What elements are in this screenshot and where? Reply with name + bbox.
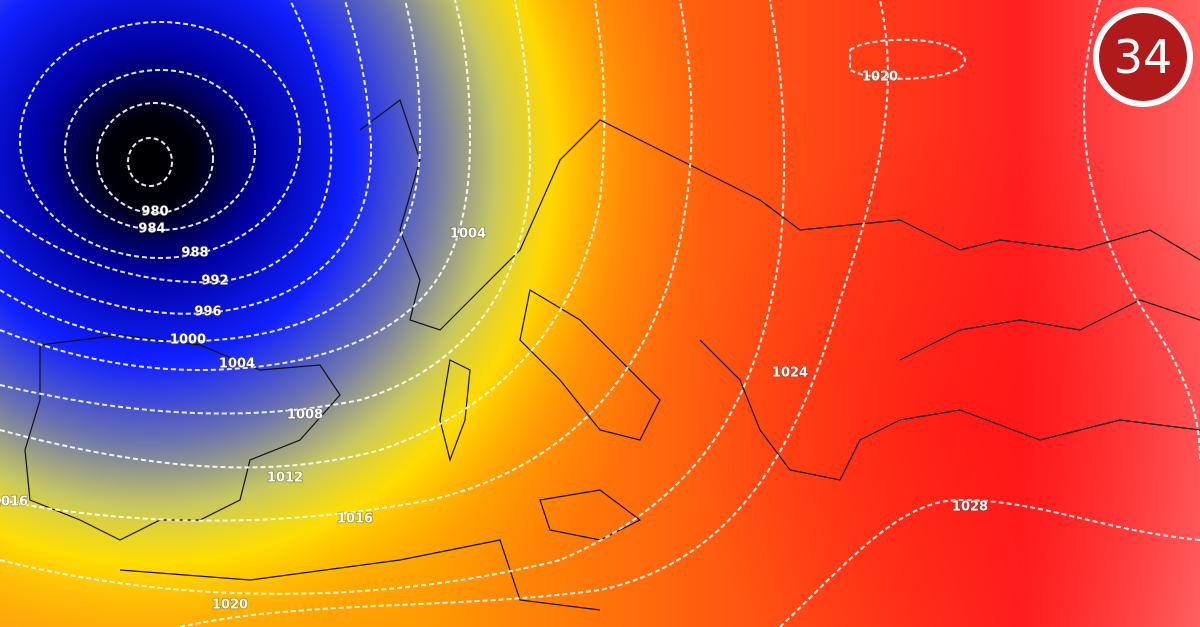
isobar-label: 1020 xyxy=(862,70,898,85)
isobar-label: 1000 xyxy=(170,333,206,348)
isobar-label: 1016 xyxy=(0,495,28,510)
isobar-labels: 980 984 988 992 996 1000 1004 1004 1008 1012 1016 1… xyxy=(0,69,989,614)
isobar-label: 1012 xyxy=(267,471,303,486)
isobar-label: 1028 xyxy=(952,500,988,515)
logo-disc xyxy=(1099,13,1187,101)
isobar-label: 1004 xyxy=(450,227,486,242)
logo: 34 xyxy=(1093,7,1193,107)
isobar-label: 1020 xyxy=(212,598,248,613)
isobar-label: 1008 xyxy=(287,408,323,423)
isobar-label: 1016 xyxy=(337,512,373,527)
isobar-label: 992 xyxy=(201,274,228,289)
isobar-label: 1004 xyxy=(219,357,255,372)
isobar-label: 984 xyxy=(138,222,165,237)
isobar-label: 980 xyxy=(141,205,168,220)
isobar-label: 1024 xyxy=(772,366,808,381)
isobar-label: 996 xyxy=(194,305,221,320)
logo-text: 34 xyxy=(1114,30,1173,84)
coastlines xyxy=(24,99,1200,611)
isobar-label: 988 xyxy=(181,246,208,261)
